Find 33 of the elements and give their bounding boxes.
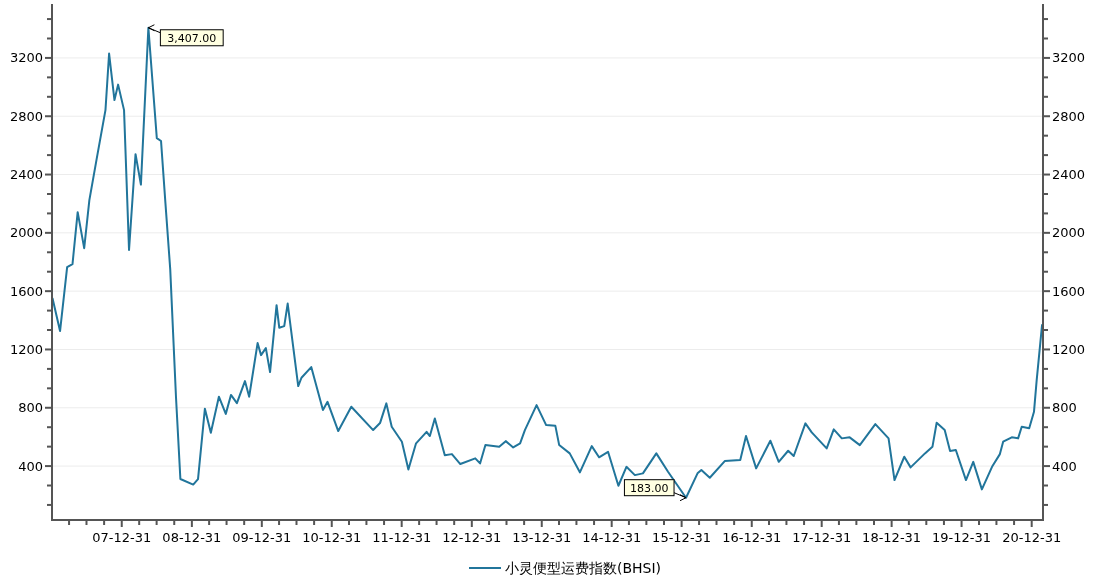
y2-tick-label: 1200 [1052, 341, 1086, 357]
x-tick-label: 14-12-31 [582, 530, 642, 545]
legend-label: 小灵便型运费指数(BHSI) [505, 560, 662, 576]
y2-tick-label: 1600 [1052, 283, 1086, 299]
x-tick-label: 09-12-31 [232, 530, 292, 545]
y-tick-label: 2000 [9, 225, 43, 241]
x-tick-label: 07-12-31 [92, 530, 152, 545]
y-tick-label: 800 [18, 400, 43, 416]
x-tick-label: 20-12-31 [1002, 530, 1062, 545]
y-tick-label: 2800 [9, 108, 43, 124]
y2-tick-label: 400 [1052, 458, 1077, 474]
x-tick-label: 18-12-31 [862, 530, 922, 545]
annotation: 3,407.00 [167, 31, 217, 45]
annotation: 183.00 [629, 481, 669, 495]
y2-tick-label: 2800 [1052, 108, 1086, 124]
x-tick-label: 10-12-31 [302, 530, 362, 545]
x-tick-label: 19-12-31 [932, 530, 992, 545]
x-tick-label: 12-12-31 [442, 530, 502, 545]
x-tick-label: 13-12-31 [512, 530, 572, 545]
x-tick-label: 11-12-31 [372, 530, 432, 545]
y-tick-label: 400 [18, 458, 43, 474]
y-tick-label: 2400 [9, 167, 43, 183]
y2-tick-label: 2000 [1052, 225, 1086, 241]
y-tick-label: 1200 [9, 341, 43, 357]
y-tick-label: 3200 [9, 50, 43, 66]
x-tick-label: 15-12-31 [652, 530, 712, 545]
x-tick-label: 17-12-31 [792, 530, 852, 545]
y2-tick-label: 800 [1052, 400, 1077, 416]
y2-tick-label: 3200 [1052, 50, 1086, 66]
x-tick-label: 16-12-31 [722, 530, 782, 545]
x-tick-label: 08-12-31 [162, 530, 222, 545]
y-tick-label: 1600 [9, 283, 43, 299]
y2-tick-label: 2400 [1052, 167, 1086, 183]
